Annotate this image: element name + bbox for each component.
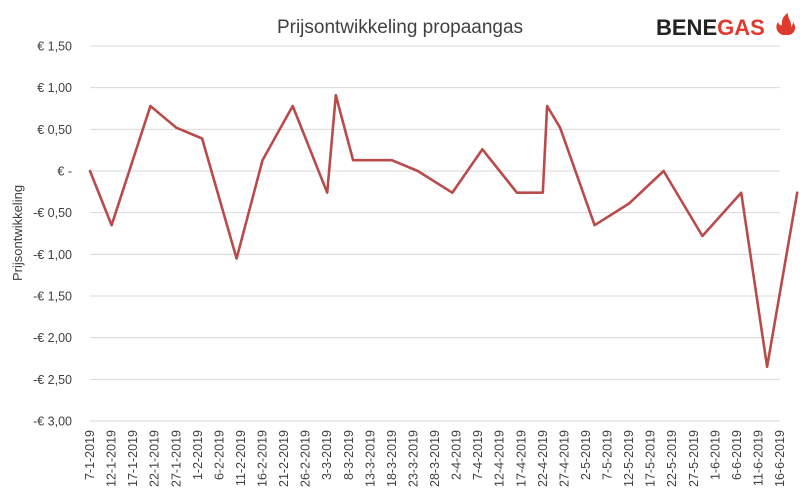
x-tick-label: 11-2-2019 — [234, 430, 248, 486]
x-tick-label: 26-2-2019 — [299, 430, 313, 487]
x-tick-label: 22-1-2019 — [148, 430, 162, 487]
x-tick-label: 7-4-2019 — [471, 430, 485, 480]
x-tick-label: 23-3-2019 — [406, 430, 420, 487]
x-tick-label: 22-4-2019 — [536, 430, 550, 487]
y-tick-label: -€ 1,00 — [33, 248, 72, 262]
x-tick-label: 27-5-2019 — [687, 430, 701, 487]
y-tick-label: € - — [57, 165, 72, 179]
x-tick-label: 27-4-2019 — [557, 430, 571, 487]
series-line — [88, 93, 799, 369]
y-tick-label: -€ 2,50 — [33, 373, 72, 387]
x-tick-labels: 7-1-2019 12-1-2019 17-1-2019 22-1-2019 27-1-… — [83, 430, 787, 487]
x-tick-label: 2-4-2019 — [450, 430, 464, 480]
x-tick-label: 12-4-2019 — [493, 430, 507, 487]
x-tick-label: 12-1-2019 — [105, 430, 119, 487]
logo-text: BENEGAS — [656, 15, 765, 40]
y-tick-labels: € 1,50 € 1,00 € 0,50 € - -€ 0,50 -€ 1,00 -€ 1,… — [33, 40, 72, 429]
x-tick-label: 3-3-2019 — [320, 430, 334, 480]
x-tick-label: 22-5-2019 — [665, 430, 679, 487]
y-tick-label: -€ 1,50 — [33, 290, 72, 304]
benegas-logo: BENEGAS — [656, 13, 796, 40]
x-tick-label: 17-4-2019 — [514, 430, 528, 487]
y-tick-label: € 0,50 — [37, 123, 72, 137]
flame-icon — [776, 13, 796, 35]
x-tick-label: 1-6-2019 — [708, 430, 722, 480]
x-tick-label: 1-2-2019 — [191, 430, 205, 480]
x-tick-label: 27-1-2019 — [169, 430, 183, 487]
x-tick-label: 17-5-2019 — [644, 430, 658, 487]
x-tick-label: 18-3-2019 — [385, 430, 399, 487]
y-axis-label: Prijsontwikkeling — [10, 185, 25, 281]
x-tick-label: 7-5-2019 — [601, 430, 615, 480]
x-tick-label: 7-1-2019 — [83, 430, 97, 480]
y-tick-label: -€ 2,00 — [33, 331, 72, 345]
grid — [90, 45, 780, 422]
x-tick-label: 11-6-2019 — [751, 430, 765, 486]
y-tick-label: € 1,50 — [37, 40, 72, 54]
logo-bene: BENE — [656, 15, 717, 40]
x-tick-label: 28-3-2019 — [428, 430, 442, 487]
chart-title: Prijsontwikkeling propaangas — [277, 17, 523, 38]
x-tick-label: 16-6-2019 — [773, 430, 787, 487]
x-tick-label: 16-2-2019 — [256, 430, 270, 487]
x-tick-label: 13-3-2019 — [363, 430, 377, 487]
x-tick-label: 6-6-2019 — [730, 430, 744, 480]
x-tick-label: 21-2-2019 — [277, 430, 291, 487]
x-tick-label: 17-1-2019 — [126, 430, 140, 487]
x-tick-label: 12-5-2019 — [622, 430, 636, 487]
y-tick-label: € 1,00 — [37, 81, 72, 95]
series — [88, 93, 799, 369]
y-tick-label: -€ 0,50 — [33, 206, 72, 220]
y-tick-label: -€ 3,00 — [33, 415, 72, 429]
logo-gas: GAS — [717, 15, 765, 40]
x-tick-label: 8-3-2019 — [342, 430, 356, 480]
x-tick-label: 6-2-2019 — [212, 430, 226, 480]
x-tick-label: 2-5-2019 — [579, 430, 593, 480]
